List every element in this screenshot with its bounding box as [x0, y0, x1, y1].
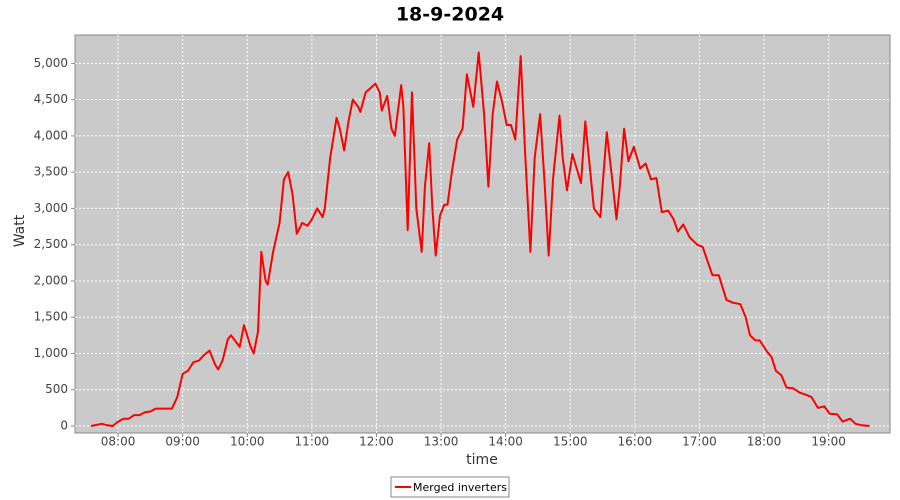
y-tick-label: 3,500 [34, 165, 68, 179]
legend-box [390, 476, 510, 498]
x-tick-label: 10:00 [230, 435, 265, 449]
y-tick-label: 3,000 [34, 201, 68, 215]
x-axis-label: time [466, 452, 498, 468]
x-tick-label: 13:00 [424, 435, 459, 449]
chart-title: 18-9-2024 [396, 4, 504, 26]
y-axis-label: Watt [12, 214, 28, 247]
y-tick-label: 2,500 [34, 237, 68, 251]
x-tick-label: 11:00 [295, 435, 330, 449]
x-tick-label: 18:00 [747, 435, 782, 449]
x-tick-label: 09:00 [165, 435, 200, 449]
y-tick-label: 0 [60, 419, 68, 433]
x-tick-label: 15:00 [553, 435, 588, 449]
y-tick-label: 1,500 [34, 310, 68, 324]
y-tick-label: 1,000 [34, 346, 68, 360]
x-tick-label: 19:00 [811, 435, 846, 449]
x-tick-label: 14:00 [488, 435, 523, 449]
x-tick-label: 16:00 [618, 435, 653, 449]
x-tick-label: 12:00 [359, 435, 394, 449]
y-tick-label: 2,000 [34, 273, 68, 287]
x-tick-label: 08:00 [101, 435, 136, 449]
data-line [90, 51, 870, 427]
y-tick-label: 5,000 [34, 56, 68, 70]
x-tick-label: 17:00 [682, 435, 717, 449]
legend-label: Merged inverters [413, 481, 507, 494]
y-tick-label: 500 [45, 382, 68, 396]
y-tick-label: 4,500 [34, 92, 68, 106]
y-tick-label: 4,000 [34, 128, 68, 142]
